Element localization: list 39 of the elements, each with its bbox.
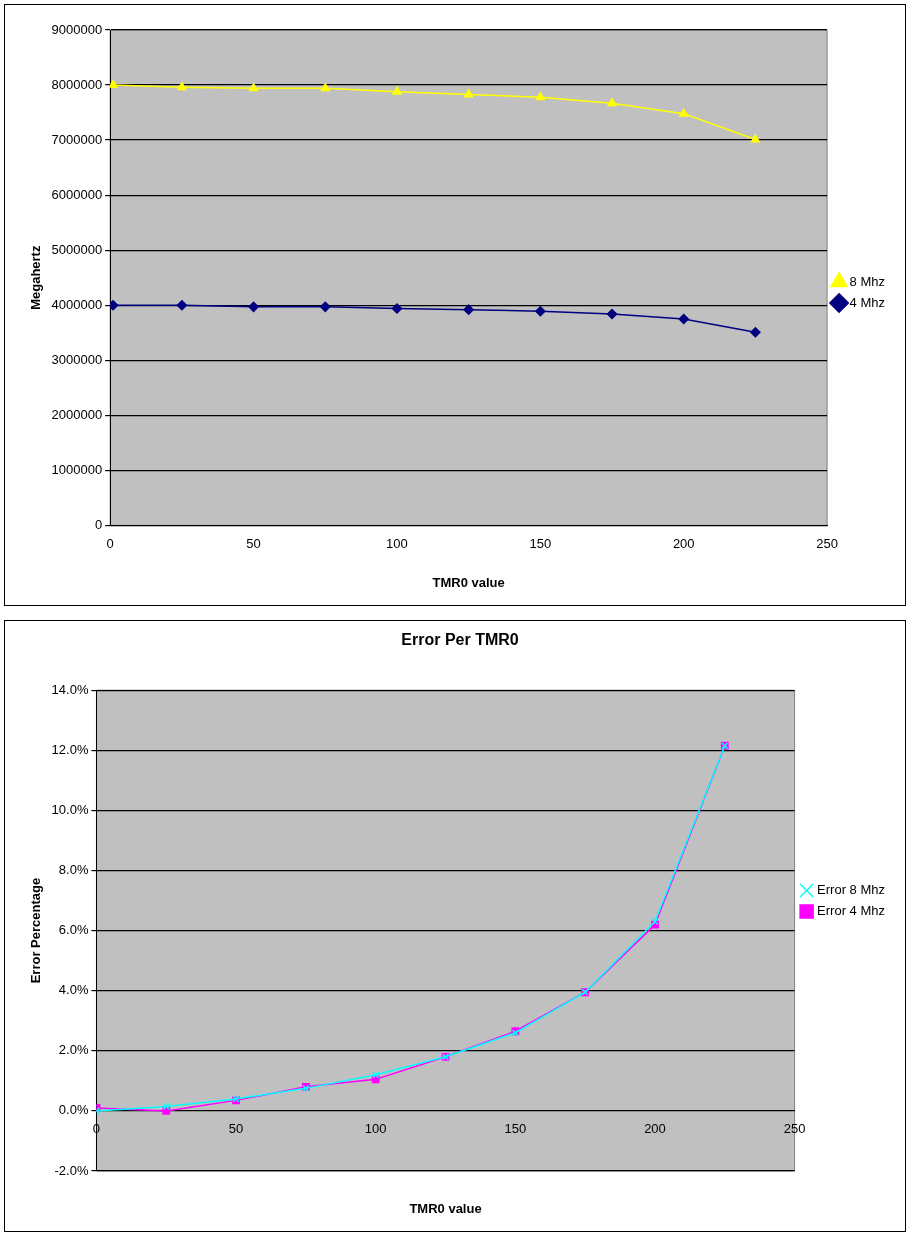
x-tick-label: 200	[644, 1121, 666, 1137]
y-tick-label: 7000000	[51, 131, 103, 147]
y-axis-title: Error Percentage	[28, 877, 44, 984]
y-tick-label: 0.0%	[58, 1102, 89, 1118]
y-tick-label: -2.0%	[54, 1162, 89, 1178]
y-tick-label: 6000000	[51, 186, 103, 202]
x-tick-label: 0	[106, 535, 114, 551]
y-tick-label: 1000000	[51, 461, 103, 477]
y-tick-label: 8.0%	[58, 862, 89, 878]
y-axis-title: Megahertz	[28, 245, 44, 310]
x-tick-label: 100	[364, 1121, 387, 1137]
y-tick-label: 4000000	[51, 296, 103, 312]
x-tick-label: 250	[783, 1121, 806, 1137]
chart-title: Error Per TMR0	[401, 631, 519, 649]
x-axis-title: TMR0 value	[432, 575, 505, 590]
x-tick-label: 150	[504, 1121, 527, 1137]
y-tick-label: 6.0%	[58, 922, 89, 938]
x-tick-label: 50	[228, 1121, 244, 1137]
y-tick-label: 2000000	[51, 406, 103, 422]
y-tick-label: 5000000	[51, 241, 103, 257]
x-tick-label: 150	[529, 535, 552, 551]
legend-label: 8 Mhz	[849, 273, 886, 289]
y-tick-label: 8000000	[51, 76, 103, 92]
x-tick-label: 100	[386, 535, 408, 551]
x-tick-label: 200	[672, 535, 695, 551]
legend-label: 4 Mhz	[849, 294, 886, 310]
legend-label: Error 8 Mhz	[817, 882, 886, 898]
y-tick-label: 2.0%	[58, 1042, 89, 1058]
legend-label: Error 4 Mhz	[817, 903, 886, 919]
y-tick-label: 14.0%	[51, 681, 89, 697]
y-tick-label: 9000000	[51, 21, 103, 37]
y-tick-label: 0	[94, 516, 103, 532]
y-tick-label: 12.0%	[51, 741, 89, 757]
y-tick-label: 4.0%	[58, 982, 89, 998]
x-axis-title: TMR0 value	[409, 1201, 482, 1216]
y-tick-label: 10.0%	[51, 801, 89, 817]
x-tick-label: 50	[246, 535, 261, 551]
y-tick-label: 3000000	[51, 351, 103, 367]
x-tick-label: 250	[816, 535, 838, 551]
